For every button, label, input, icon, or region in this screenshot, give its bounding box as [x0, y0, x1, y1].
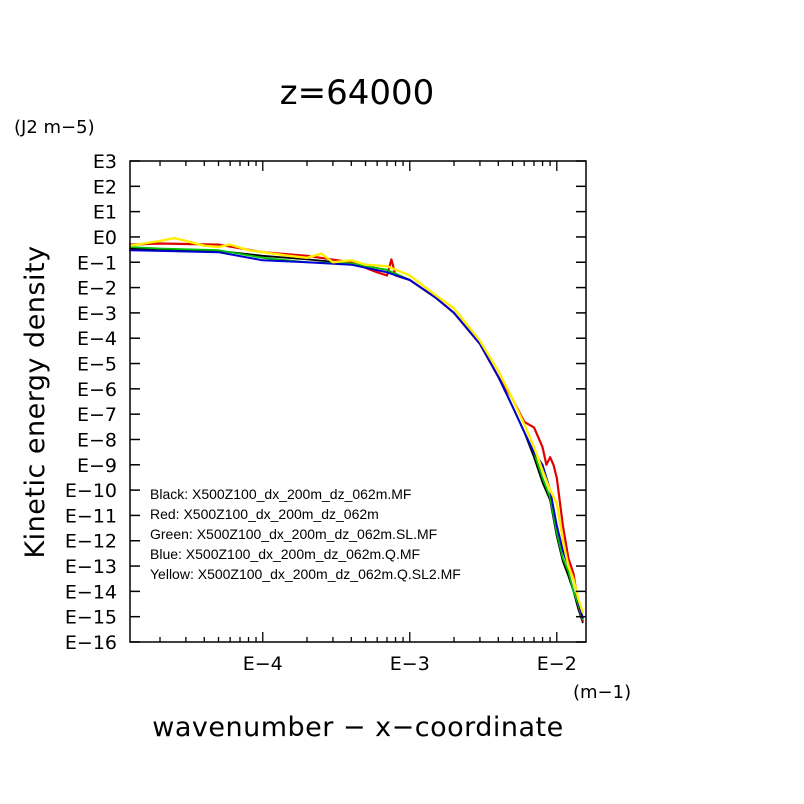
y-tick-label: E−12	[65, 531, 117, 553]
y-tick-label: E−13	[65, 556, 117, 578]
tick-layer: E3 E2 E1 E0 E−1 E−2 E−3 E−4 E−5 E−6 E−7 E−8 E−9 E−10 E…	[65, 151, 586, 675]
legend-entry-green: Green: X500Z100_dx_200m_dz_062m.SL.MF	[150, 526, 437, 542]
y-tick-label: E−4	[77, 328, 117, 350]
legend-entry-yellow: Yellow: X500Z100_dx_200m_dz_062m.Q.SL2.M…	[150, 566, 461, 582]
y-tick-label: E−9	[77, 455, 117, 477]
x-axis-unit: (m−1)	[573, 682, 631, 703]
series-red-line	[128, 242, 584, 622]
y-tick-label: E−2	[77, 278, 117, 300]
y-tick-label: E1	[93, 202, 117, 224]
y-tick-label: E−16	[65, 632, 117, 654]
x-axis-label: wavenumber − x−coordinate	[152, 712, 564, 743]
legend: Black: X500Z100_dx_200m_dz_062m.MF Red: …	[150, 486, 461, 582]
series-yellow-line	[128, 236, 584, 614]
y-tick-label: E−11	[65, 505, 117, 527]
y-tick-label: E−6	[77, 379, 117, 401]
series-green-line	[129, 246, 584, 620]
legend-entry-red: Red: X500Z100_dx_200m_dz_062m	[150, 506, 379, 522]
y-tick-label: E0	[93, 227, 117, 249]
y-tick-label: E−10	[65, 480, 117, 502]
x-tick-label: E−3	[390, 653, 430, 675]
x-tick-label: E−2	[537, 653, 577, 675]
y-tick-label: E−8	[77, 429, 117, 451]
y-tick-label: E−14	[65, 581, 117, 603]
y-tick-label: E−1	[77, 252, 117, 274]
y-tick-label: E3	[93, 151, 117, 173]
legend-entry-blue: Blue: X500Z100_dx_200m_dz_062m.Q.MF	[150, 546, 420, 562]
series-blue-line	[129, 249, 584, 619]
y-tick-label: E−3	[77, 303, 117, 325]
y-axis-label: Kinetic energy density	[20, 245, 51, 558]
y-tick-label: E2	[93, 176, 117, 198]
x-tick-label: E−4	[243, 653, 283, 675]
y-tick-label: E−7	[77, 404, 117, 426]
y-tick-label: E−15	[65, 607, 117, 629]
legend-entry-black: Black: X500Z100_dx_200m_dz_062m.MF	[150, 486, 411, 502]
y-axis-unit: (J2 m−5)	[14, 117, 95, 138]
chart-title: z=64000	[280, 73, 435, 113]
series-layer	[128, 236, 584, 624]
y-tick-label: E−5	[77, 354, 117, 376]
plot-frame	[129, 160, 587, 643]
